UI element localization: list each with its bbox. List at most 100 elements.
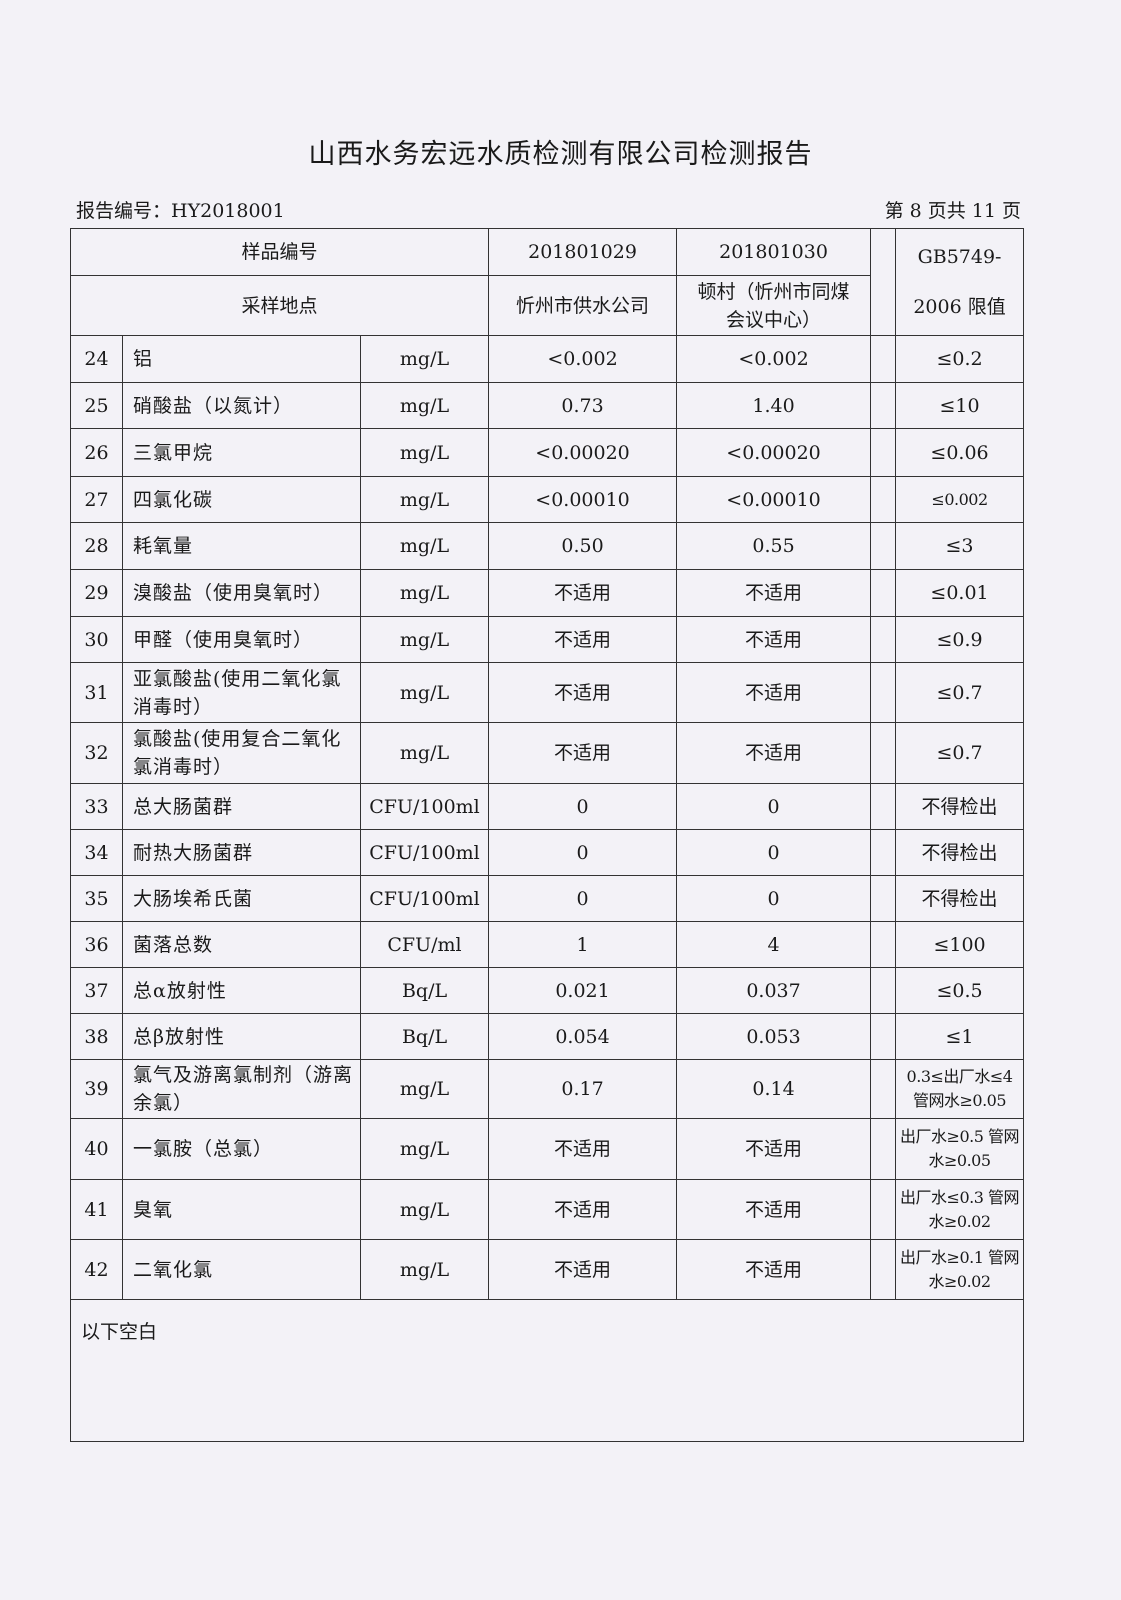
item-name: 硝酸盐（以氮计） (122, 382, 361, 429)
gap-cell (870, 382, 897, 429)
footer-row: 以下空白 (69, 1299, 1025, 1442)
item-name: 耐热大肠菌群 (122, 829, 361, 876)
item-name: 总大肠菌群 (122, 783, 361, 830)
limit-value: ≤1 (895, 1013, 1025, 1060)
header-row-site: 采样地点 忻州市供水公司 顿村（忻州市同煤会议中心） (69, 275, 1024, 336)
sample1-value: 不适用 (488, 1179, 678, 1240)
item-name: 二氧化氯 (122, 1239, 361, 1300)
item-name: 亚氯酸盐(使用二氧化氯消毒时） (122, 662, 361, 723)
gap-cell (870, 783, 897, 830)
gap-cell (870, 662, 897, 723)
item-no: 33 (70, 783, 123, 830)
sample2-site: 顿村（忻州市同煤会议中心） (676, 275, 872, 336)
sample1-value: 不适用 (488, 1118, 678, 1180)
item-name: 三氯甲烷 (122, 428, 361, 477)
table-row: 32 氯酸盐(使用复合二氧化氯消毒时） mg/L 不适用 不适用 ≤0.7 (70, 722, 1025, 784)
item-name: 氯酸盐(使用复合二氧化氯消毒时） (122, 722, 361, 784)
limit-value: 不得检出 (895, 783, 1025, 830)
gap-cell (870, 1179, 897, 1240)
gap-cell (870, 1239, 897, 1300)
sample-no-label: 样品编号 (69, 228, 490, 276)
sample1-value: 不适用 (488, 662, 678, 723)
gap-cell (870, 967, 897, 1014)
limit-label: GB5749-2006 限值 (895, 228, 1025, 336)
sample1-value: 0 (488, 783, 678, 830)
item-name: 铝 (122, 335, 361, 383)
limit-value: ≤0.2 (895, 335, 1025, 383)
gap-cell (870, 921, 897, 968)
sample1-value: 0.021 (488, 967, 678, 1014)
item-no: 35 (70, 875, 123, 922)
limit-value: ≤0.9 (895, 616, 1025, 663)
item-unit: mg/L (359, 1059, 490, 1119)
table-row: 38 总β放射性 Bq/L 0.054 0.053 ≤1 (70, 1013, 1025, 1060)
gap-cell (870, 1059, 897, 1119)
table-row: 27 四氯化碳 mg/L <0.00010 <0.00010 ≤0.002 (70, 476, 1025, 523)
sample1-value: 0.73 (488, 382, 678, 429)
item-no: 42 (70, 1239, 123, 1300)
sample2-value: 0 (676, 829, 872, 876)
table-row: 36 菌落总数 CFU/ml 1 4 ≤100 (70, 921, 1025, 968)
item-name: 臭氧 (122, 1179, 361, 1240)
table-row: 29 溴酸盐（使用臭氧时） mg/L 不适用 不适用 ≤0.01 (70, 569, 1025, 617)
item-unit: CFU/100ml (359, 829, 490, 876)
sample2-value: <0.00010 (676, 476, 872, 523)
limit-value: ≤0.7 (895, 722, 1025, 784)
gap-cell (870, 428, 897, 477)
sample1-value: <0.00020 (488, 428, 678, 477)
table-row: 35 大肠埃希氏菌 CFU/100ml 0 0 不得检出 (70, 875, 1025, 922)
item-name: 四氯化碳 (122, 476, 361, 523)
table-row: 34 耐热大肠菌群 CFU/100ml 0 0 不得检出 (70, 829, 1025, 876)
limit-value: 出厂水≥0.1 管网水≥0.02 (895, 1239, 1025, 1300)
item-name: 一氯胺（总氯） (122, 1118, 361, 1180)
item-name: 菌落总数 (122, 921, 361, 968)
table-row: 40 一氯胺（总氯） mg/L 不适用 不适用 出厂水≥0.5 管网水≥0.05 (70, 1118, 1025, 1180)
limit-value: 0.3≤出厂水≤4 管网水≥0.05 (895, 1059, 1025, 1119)
item-unit: mg/L (359, 1179, 490, 1240)
sample2-value: 不适用 (676, 1179, 872, 1240)
item-name: 溴酸盐（使用臭氧时） (122, 569, 361, 617)
sample1-value: 0.50 (488, 522, 678, 570)
sample1-no: 201801029 (488, 228, 678, 276)
sample1-value: 0.054 (488, 1013, 678, 1060)
item-unit: mg/L (359, 522, 490, 570)
sample2-value: 0.053 (676, 1013, 872, 1060)
header-row-sample-no: 样品编号 201801029 201801030 GB5749-2006 限值 (69, 228, 1025, 336)
gap-cell (870, 616, 897, 663)
sample1-value: 不适用 (488, 1239, 678, 1300)
sample2-value: 不适用 (676, 569, 872, 617)
limit-value: 出厂水≥0.5 管网水≥0.05 (895, 1118, 1025, 1180)
item-unit: mg/L (359, 428, 490, 477)
sample2-value: 1.40 (676, 382, 872, 429)
sample2-value: 0 (676, 783, 872, 830)
item-unit: CFU/100ml (359, 783, 490, 830)
table-row: 24 铝 mg/L <0.002 <0.002 ≤0.2 (70, 335, 1025, 383)
item-name: 氯气及游离氯制剂（游离余氯） (122, 1059, 361, 1119)
item-no: 36 (70, 921, 123, 968)
limit-value: ≤3 (895, 522, 1025, 570)
sample1-value: 不适用 (488, 616, 678, 663)
sample2-value: 0.55 (676, 522, 872, 570)
sample2-value: 0.14 (676, 1059, 872, 1119)
results-table: 样品编号 201801029 201801030 GB5749-2006 限值 … (69, 228, 1025, 1442)
item-unit: CFU/100ml (359, 875, 490, 922)
item-name: 总α放射性 (122, 967, 361, 1014)
table-row: 33 总大肠菌群 CFU/100ml 0 0 不得检出 (70, 783, 1025, 830)
report-number: 报告编号：HY2018001 (76, 200, 285, 222)
item-no: 37 (70, 967, 123, 1014)
limit-value: ≤0.002 (895, 476, 1025, 523)
item-name: 大肠埃希氏菌 (122, 875, 361, 922)
report-title: 山西水务宏远水质检测有限公司检测报告 (308, 139, 813, 170)
item-no: 38 (70, 1013, 123, 1060)
table-row: 42 二氧化氯 mg/L 不适用 不适用 出厂水≥0.1 管网水≥0.02 (70, 1239, 1025, 1300)
sample1-value: 0.17 (488, 1059, 678, 1119)
item-no: 34 (70, 829, 123, 876)
gap-cell (870, 722, 897, 784)
sample2-value: <0.00020 (676, 428, 872, 477)
gap-cell (870, 829, 897, 876)
item-no: 40 (70, 1118, 123, 1180)
item-no: 25 (70, 382, 123, 429)
sample2-value: 0.037 (676, 967, 872, 1014)
limit-value: 不得检出 (895, 875, 1025, 922)
sample2-value: 不适用 (676, 616, 872, 663)
